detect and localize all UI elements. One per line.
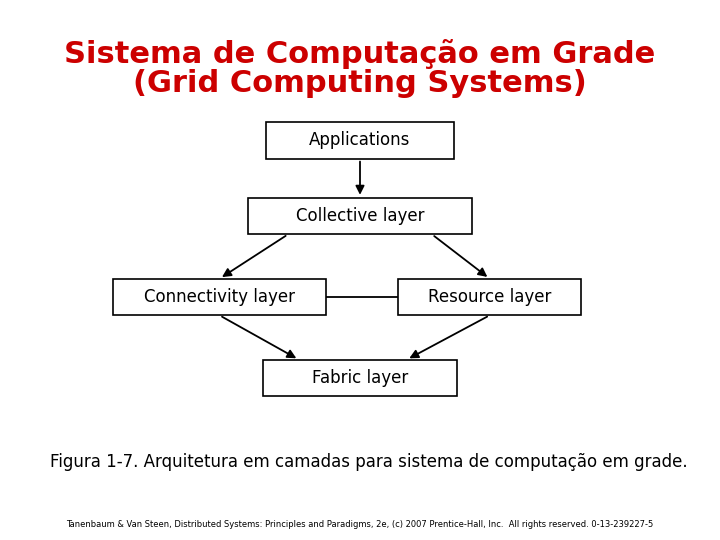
Text: Connectivity layer: Connectivity layer: [144, 288, 295, 306]
Text: Sistema de Computação em Grade: Sistema de Computação em Grade: [64, 39, 656, 69]
FancyBboxPatch shape: [248, 198, 472, 234]
Text: Collective layer: Collective layer: [296, 207, 424, 225]
Text: Tanenbaum & Van Steen, Distributed Systems: Principles and Paradigms, 2e, (c) 20: Tanenbaum & Van Steen, Distributed Syste…: [66, 521, 654, 529]
FancyBboxPatch shape: [263, 360, 457, 396]
Text: Applications: Applications: [310, 131, 410, 150]
Text: Figura 1-7. Arquitetura em camadas para sistema de computação em grade.: Figura 1-7. Arquitetura em camadas para …: [50, 453, 688, 471]
Text: Resource layer: Resource layer: [428, 288, 552, 306]
FancyBboxPatch shape: [266, 122, 454, 159]
Text: (Grid Computing Systems): (Grid Computing Systems): [133, 69, 587, 98]
Text: Fabric layer: Fabric layer: [312, 369, 408, 387]
FancyBboxPatch shape: [397, 279, 582, 315]
FancyBboxPatch shape: [114, 279, 325, 315]
